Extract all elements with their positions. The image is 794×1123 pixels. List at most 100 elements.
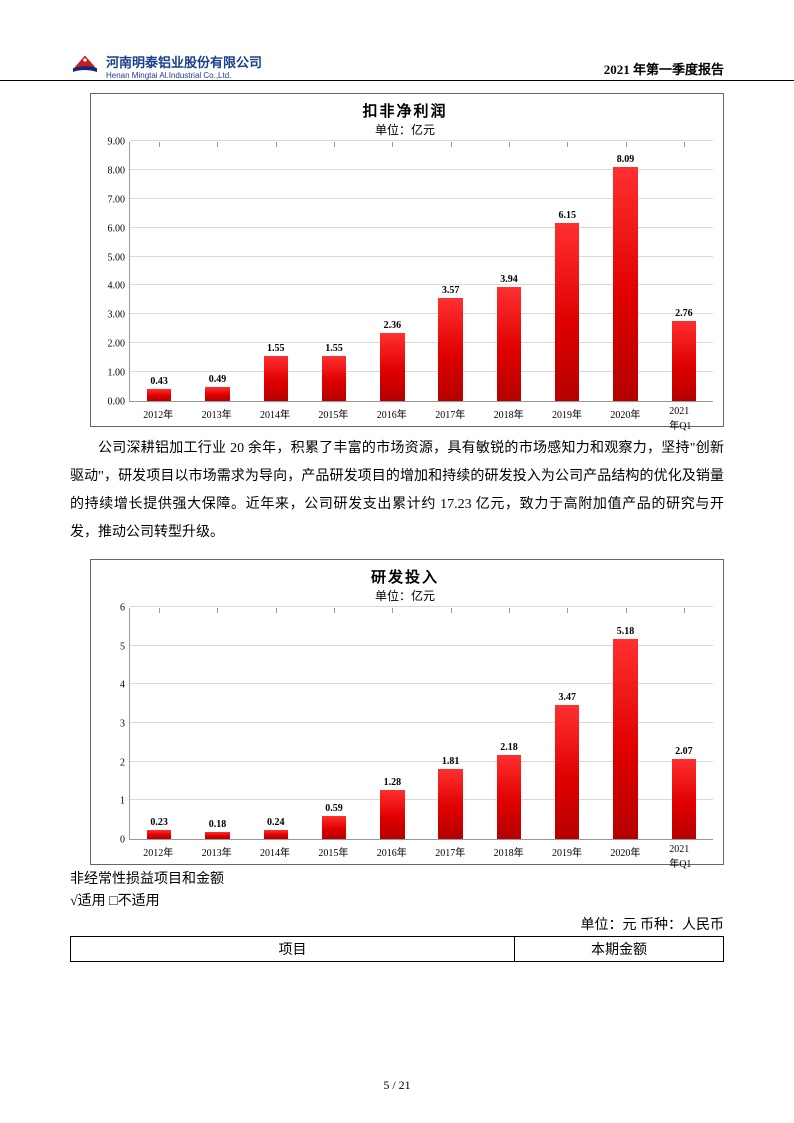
x-tick-label: 2017年	[435, 406, 465, 421]
chart-bar	[147, 830, 171, 839]
body-paragraph: 公司深耕铝加工行业 20 余年，积累了丰富的市场资源，具有敏锐的市场感知力和观察…	[70, 435, 724, 547]
x-tick-label: 2021年Q1	[669, 844, 698, 870]
bar-value-label: 0.23	[150, 817, 168, 828]
table-unit-line: 单位：元 币种：人民币	[70, 914, 724, 934]
section-applicable: √适用 □不适用	[70, 891, 724, 913]
bar-value-label: 0.43	[150, 376, 168, 387]
bar-value-label: 1.81	[442, 756, 460, 767]
bar-value-label: 1.28	[384, 777, 402, 788]
x-tick-label: 2020年	[610, 844, 640, 859]
chart2-x-axis: 2012年2013年2014年2015年2016年2017年2018年2019年…	[129, 840, 713, 858]
chart1-plot: 0.430.491.551.552.363.573.946.158.092.76	[129, 142, 713, 402]
chart-net-profit: 扣非净利润 单位：亿元 0.001.002.003.004.005.006.00…	[90, 93, 724, 427]
y-tick-label: 9.00	[108, 137, 126, 148]
chart-bar	[205, 387, 229, 401]
bar-value-label: 1.55	[267, 343, 285, 354]
chart2-subtitle: 单位：亿元	[97, 587, 713, 604]
bar-value-label: 3.47	[559, 692, 577, 703]
chart2-plot: 0.23 0.18 0.24 0.59 1.28 1.81 2.18 3.47 5.18 2.07	[129, 608, 713, 840]
chart-bar	[264, 356, 288, 401]
x-tick-label: 2019年	[552, 844, 582, 859]
y-tick-label: 3	[120, 719, 125, 730]
bar-value-label: 1.55	[325, 343, 343, 354]
x-tick-label: 2020年	[610, 406, 640, 421]
chart-bar	[380, 333, 404, 401]
x-tick-label: 2015年	[318, 844, 348, 859]
company-name-cn: 河南明泰铝业股份有限公司	[106, 52, 262, 71]
bar-value-label: 0.49	[209, 374, 227, 385]
y-tick-label: 0	[120, 835, 125, 846]
x-tick-label: 2015年	[318, 406, 348, 421]
chart-bar	[555, 223, 579, 401]
chart2-y-axis: 0123456	[97, 608, 127, 840]
x-tick-label: 2014年	[260, 406, 290, 421]
chart-bar	[264, 830, 288, 839]
chart1-subtitle: 单位：亿元	[97, 121, 713, 138]
y-tick-label: 5	[120, 641, 125, 652]
x-tick-label: 2014年	[260, 844, 290, 859]
bar-value-label: 2.36	[384, 320, 402, 331]
y-tick-label: 7.00	[108, 194, 126, 205]
x-tick-label: 2019年	[552, 406, 582, 421]
chart2-plot-area: 0123456 0.230.180.240.591.281.812.183.47…	[129, 608, 713, 840]
page-footer: 5 / 21	[0, 1078, 794, 1093]
x-tick-label: 2012年	[143, 406, 173, 421]
chart-bar	[672, 321, 696, 401]
logo-block: 河南明泰铝业股份有限公司 Henan Mingtai Al.Industrial…	[70, 52, 262, 80]
company-logo-icon	[70, 54, 100, 78]
report-title: 2021 年第一季度报告	[604, 59, 724, 80]
nonrecurring-table: 项目 本期金额	[70, 936, 724, 962]
company-name-en: Henan Mingtai Al.Industrial Co.,Ltd.	[106, 71, 262, 80]
chart-bar	[438, 298, 462, 401]
table-col1-header: 项目	[71, 936, 515, 961]
y-tick-label: 3.00	[108, 310, 126, 321]
chart-bar	[613, 639, 637, 839]
section-heading: 非经常性损益项目和金额	[70, 869, 724, 891]
chart-bar	[672, 759, 696, 839]
chart-bar	[497, 287, 521, 401]
chart1-y-axis: 0.001.002.003.004.005.006.007.008.009.00	[97, 142, 127, 402]
page-total: 21	[399, 1078, 411, 1092]
chart-bar	[322, 356, 346, 401]
chart-bar	[322, 816, 346, 839]
bar-value-label: 2.18	[500, 742, 518, 753]
bar-value-label: 2.07	[675, 746, 693, 757]
table-header-row: 项目 本期金额	[71, 936, 724, 961]
y-tick-label: 0.00	[108, 397, 126, 408]
page-header: 河南明泰铝业股份有限公司 Henan Mingtai Al.Industrial…	[0, 0, 794, 81]
y-tick-label: 1	[120, 796, 125, 807]
chart-bar	[497, 755, 521, 839]
y-tick-label: 6.00	[108, 223, 126, 234]
x-tick-label: 2017年	[435, 844, 465, 859]
bar-value-label: 0.18	[209, 819, 227, 830]
x-tick-label: 2013年	[202, 844, 232, 859]
y-tick-label: 1.00	[108, 368, 126, 379]
bar-value-label: 5.18	[617, 626, 635, 637]
chart2-title: 研发投入	[97, 566, 713, 587]
y-tick-label: 2.00	[108, 339, 126, 350]
chart1-plot-area: 0.001.002.003.004.005.006.007.008.009.00…	[129, 142, 713, 402]
bar-value-label: 0.59	[325, 803, 343, 814]
bar-value-label: 6.15	[559, 210, 577, 221]
y-tick-label: 5.00	[108, 252, 126, 263]
x-tick-label: 2018年	[494, 406, 524, 421]
y-tick-label: 4.00	[108, 281, 126, 292]
bar-value-label: 0.24	[267, 817, 285, 828]
chart-bar	[380, 790, 404, 839]
x-tick-label: 2012年	[143, 844, 173, 859]
bar-value-label: 8.09	[617, 154, 635, 165]
x-tick-label: 2013年	[202, 406, 232, 421]
table-col2-header: 本期金额	[515, 936, 724, 961]
x-tick-label: 2016年	[377, 406, 407, 421]
x-tick-label: 2016年	[377, 844, 407, 859]
y-tick-label: 8.00	[108, 165, 126, 176]
chart-bar	[205, 832, 229, 839]
y-tick-label: 6	[120, 603, 125, 614]
chart-bar	[613, 167, 637, 401]
bar-value-label: 2.76	[675, 308, 693, 319]
chart1-x-axis: 2012年 2013年 2014年 2015年 2016年 2017年 2018年 2019年…	[129, 402, 713, 420]
y-tick-label: 4	[120, 680, 125, 691]
y-tick-label: 2	[120, 757, 125, 768]
x-tick-label: 2021年Q1	[669, 406, 698, 432]
bar-value-label: 3.94	[500, 274, 518, 285]
